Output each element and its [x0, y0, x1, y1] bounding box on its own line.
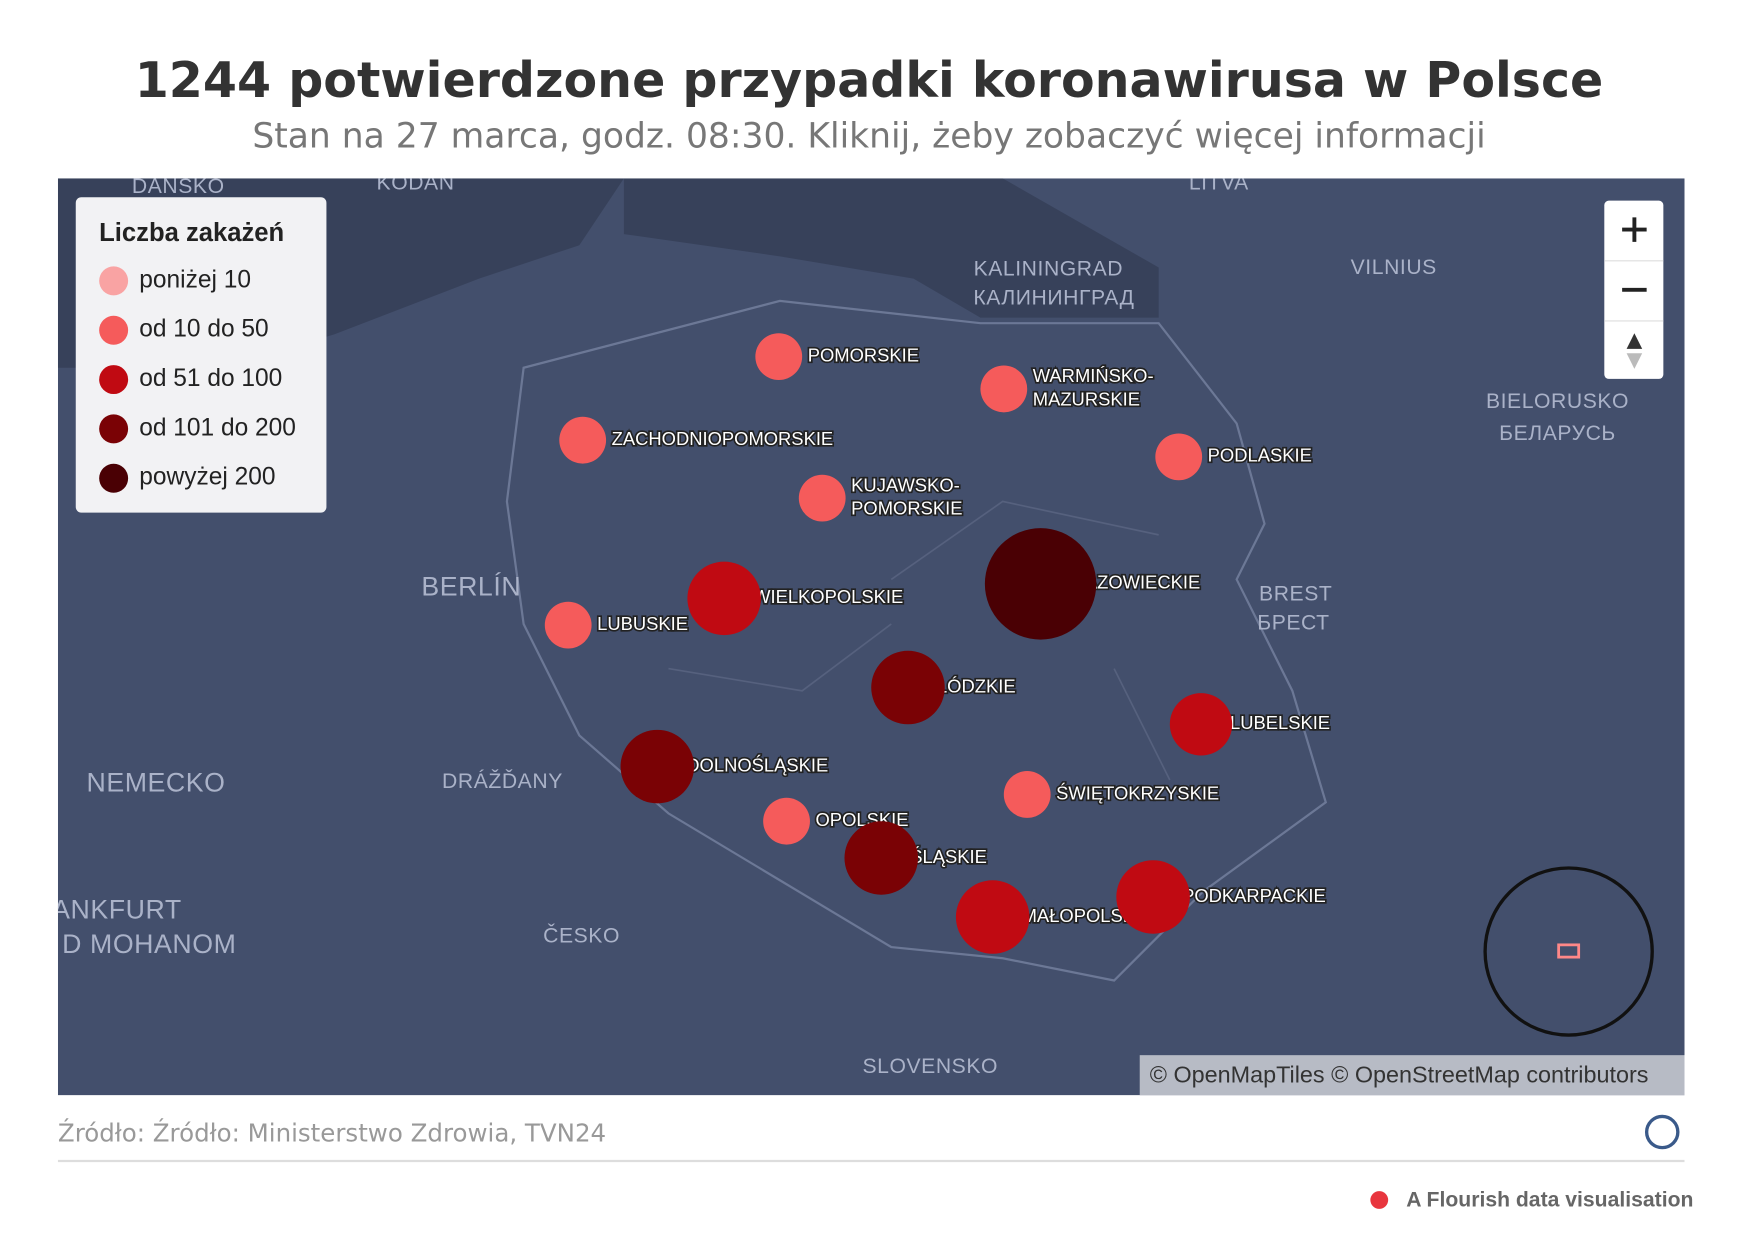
- map-label: D MOHANOM: [62, 929, 236, 959]
- region-label: ZACHODNIOPOMORSKIE: [612, 428, 834, 449]
- zoom-in[interactable]: [1622, 217, 1647, 242]
- zoom-controls: [1604, 200, 1664, 379]
- region-marker: [755, 333, 803, 381]
- region-label: PODKARPACKIE: [1182, 885, 1326, 906]
- compass[interactable]: [1626, 353, 1643, 369]
- compass[interactable]: [1626, 333, 1643, 349]
- map-label: BERLÍN: [421, 571, 521, 601]
- map-label: KODAŇ: [377, 170, 455, 195]
- region-marker: [871, 650, 945, 725]
- map-label: SLOVENSKO: [863, 1055, 999, 1078]
- region-marker: [687, 561, 761, 636]
- legend-swatch: [99, 463, 129, 493]
- credit[interactable]: A Flourish data visualisation: [1406, 1189, 1693, 1212]
- flourish-logo: [1370, 1191, 1389, 1209]
- region-marker: [763, 797, 810, 845]
- region-label: MAZURSKIE: [1033, 388, 1140, 409]
- subtitle: Stan na 27 marca, godz. 08:30. Kliknij, …: [252, 117, 1485, 157]
- map-label: BREST: [1259, 583, 1332, 606]
- legend-label: poniżej 10: [139, 266, 251, 293]
- region-marker: [559, 416, 607, 464]
- legend-label: od 10 do 50: [139, 316, 268, 343]
- source: Źródło: Źródło: Ministerstwo Zdrowia, TV…: [58, 1118, 606, 1147]
- tvn24-logo: [1644, 1114, 1680, 1150]
- attribution-box: [1139, 1055, 1685, 1096]
- region-label: LUBELSKIE: [1230, 712, 1330, 733]
- map-label: VILNIUS: [1351, 256, 1437, 279]
- region-label: POMORSKIE: [808, 344, 919, 365]
- region-label: WARMIŃSKO-: [1033, 365, 1154, 386]
- map-label: DRÁŽĎANY: [442, 768, 563, 793]
- map-label: NEMECKO: [86, 767, 225, 797]
- map-label: KALININGRAD: [974, 257, 1124, 280]
- region-marker: [1003, 771, 1051, 818]
- map-label: ČESKO: [543, 923, 620, 948]
- region-label: ŁÓDZKIE: [937, 675, 1016, 696]
- sea: [623, 178, 1159, 318]
- region-marker: [1169, 693, 1233, 756]
- border: [505, 299, 1328, 982]
- region-marker: [844, 821, 919, 895]
- legend-swatch: [99, 315, 129, 345]
- map-label: ANKFURT: [52, 895, 182, 925]
- title: 1244 potwierdzone przypadki koronawirusa…: [135, 51, 1604, 109]
- region-label: POMORSKIE: [851, 498, 962, 519]
- legend-swatch: [99, 365, 129, 395]
- legend-title: Liczba zakażeń: [99, 219, 284, 247]
- map-label: DÁNSKO: [132, 173, 225, 198]
- map-label: БРЕСТ: [1257, 612, 1329, 635]
- region-label: PODLASKIE: [1208, 445, 1312, 466]
- region-marker: [798, 474, 846, 522]
- region-label: WIELKOPOLSKIE: [753, 586, 903, 607]
- legend-label: od 51 do 100: [139, 365, 282, 392]
- legend-swatch: [99, 414, 129, 444]
- map[interactable]: DÁNSKO KODAŇ LITVA KALININGRAD КАЛИНИНГРАД VI…: [52, 170, 1685, 1096]
- region-marker: [984, 528, 1097, 640]
- region-label: KUJAWSKO-: [851, 474, 960, 495]
- region-marker: [980, 365, 1028, 413]
- legend-box: [75, 197, 327, 513]
- region-label: DOLNOŚLĄSKIE: [686, 754, 828, 775]
- region-markers: [544, 333, 1233, 954]
- region-marker: [955, 880, 1030, 954]
- globe-circle: [1483, 866, 1654, 1037]
- legend: Liczba zakażeń poniżej 10 od 10 do 50 od 5…: [75, 197, 327, 513]
- map-label: КАЛИНИНГРАД: [973, 286, 1134, 309]
- border: [668, 500, 1171, 781]
- globe: [1483, 866, 1654, 1037]
- legend-label: od 101 do 200: [139, 414, 296, 441]
- globe-extent: [1557, 943, 1581, 959]
- region-label: LUBUSKIE: [597, 613, 688, 634]
- legend-items: poniżej 10 od 10 do 50 od 51 do 100 od 101 …: [99, 266, 296, 493]
- legend-swatch: [99, 266, 129, 296]
- attribution: © OpenMapTiles © OpenStreetMap contribut…: [1150, 1061, 1649, 1087]
- region-marker: [544, 601, 592, 649]
- region-marker: [620, 729, 695, 804]
- region-marker: [1116, 860, 1190, 934]
- map-label: BIELORUSKO: [1486, 390, 1629, 413]
- region-label: ŚLĄSKIE: [910, 846, 987, 867]
- region-marker: [1155, 433, 1203, 481]
- map-label: LITVA: [1189, 172, 1249, 195]
- region-label: ŚWIĘTOKRZYSKIE: [1056, 782, 1219, 803]
- map-label: БЕЛАРУСЬ: [1499, 422, 1616, 445]
- legend-label: powyżej 200: [139, 464, 275, 491]
